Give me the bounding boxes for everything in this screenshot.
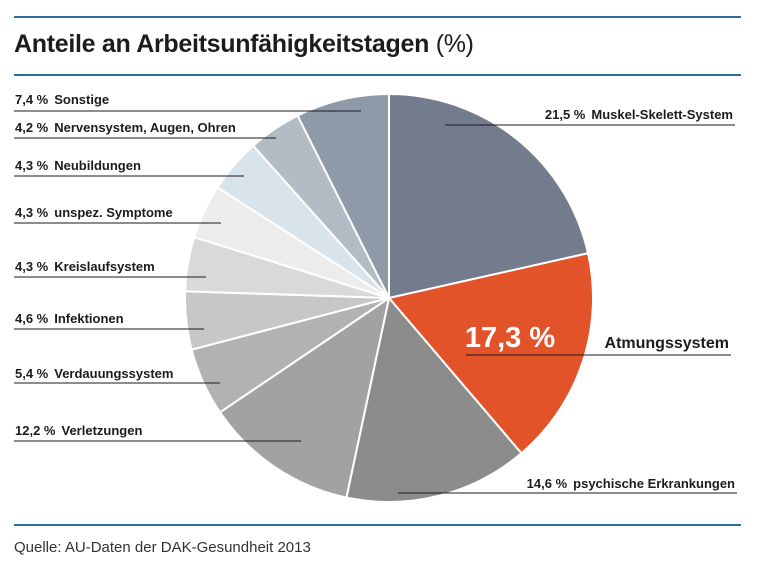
data-label-verletzungen: 12,2 % Verletzungen [15,423,142,438]
data-label-value-atmungssystem: 17,3 % [465,322,555,354]
pie-slice-sonstige [296,93,390,299]
data-label-sonstige: 7,4 % Sonstige [15,92,109,107]
chart-title-unit: (%) [435,30,474,58]
top-rule [14,16,741,18]
bottom-rule [14,524,741,526]
pie-slice-atmungssystem [388,252,594,455]
pie-slice-muskel-skelett-system [388,93,590,299]
data-label-infektionen: 4,6 % Infektionen [15,311,124,326]
data-label-atmungssystem: Atmungssystem [605,335,729,352]
pie-slice-verletzungen [219,297,390,499]
data-label-muskel-skelett-system: 21,5 % Muskel-Skelett-System [545,107,733,122]
data-label-kreislaufsystem: 4,3 % Kreislaufsystem [15,259,155,274]
data-label-neubildungen: 4,3 % Neubildungen [15,158,141,173]
pie-slice-psychische-erkrankungen [345,297,523,503]
data-label-verdauungssystem: 5,4 % Verdauungssystem [15,366,173,381]
data-label-nervensystem-augen-ohren: 4,2 % Nervensystem, Augen, Ohren [15,120,236,135]
data-label-unspez-symptome: 4,3 % unspez. Symptome [15,205,173,220]
data-label-psychische-erkrankungen: 14,6 % psychische Erkrankungen [527,476,735,491]
chart-title-text: Anteile an Arbeitsunfähigkeitstagen [14,30,430,58]
chart-title: Anteile an Arbeitsunfähigkeitstagen (%) [14,30,474,59]
title-rule [14,74,741,76]
source-note: Quelle: AU-Daten der DAK-Gesundheit 2013 [14,539,311,556]
